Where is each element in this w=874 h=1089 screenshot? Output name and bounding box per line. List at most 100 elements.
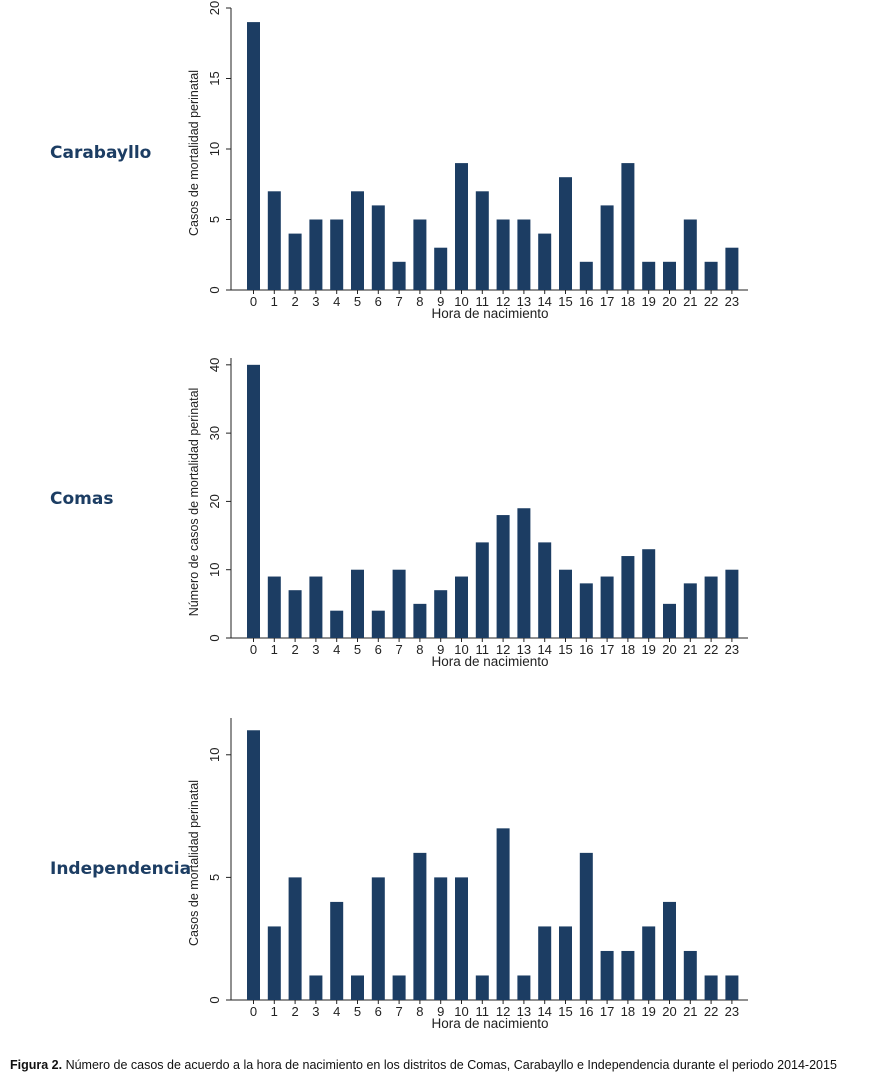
bar xyxy=(288,233,302,290)
panel-label-independencia: Independencia xyxy=(50,859,192,879)
x-tick-label: 21 xyxy=(683,1004,697,1019)
y-tick-label: 0 xyxy=(207,996,222,1003)
x-tick-label: 6 xyxy=(375,642,382,657)
x-tick-label: 20 xyxy=(662,642,676,657)
bar xyxy=(288,590,302,638)
x-tick-label: 15 xyxy=(558,642,572,657)
x-tick-label: 19 xyxy=(641,294,655,309)
bar xyxy=(413,219,427,290)
bar xyxy=(538,233,552,290)
x-tick-label: 2 xyxy=(291,1004,298,1019)
y-tick-label: 5 xyxy=(207,216,222,223)
bar xyxy=(704,576,718,638)
x-tick-label: 20 xyxy=(662,1004,676,1019)
x-tick-label: 15 xyxy=(558,294,572,309)
x-tick-label: 16 xyxy=(579,294,593,309)
x-tick-label: 0 xyxy=(250,642,257,657)
bar xyxy=(475,975,489,1000)
y-axis-label: Número de casos de mortalidad perinatal xyxy=(187,388,201,617)
x-tick-label: 7 xyxy=(395,1004,402,1019)
x-tick-label: 8 xyxy=(416,642,423,657)
bar xyxy=(663,261,676,290)
x-tick-label: 0 xyxy=(250,1004,257,1019)
bar xyxy=(517,975,531,1000)
bar xyxy=(517,508,531,638)
x-tick-label: 1 xyxy=(271,642,278,657)
bar xyxy=(455,163,468,290)
x-tick-label: 5 xyxy=(354,294,361,309)
x-tick-label: 6 xyxy=(375,294,382,309)
bar xyxy=(309,975,323,1000)
y-tick-label: 15 xyxy=(207,71,222,85)
x-tick-label: 3 xyxy=(312,1004,319,1019)
bar xyxy=(642,926,656,1000)
bar xyxy=(600,205,614,290)
y-tick-label: 5 xyxy=(207,874,222,881)
x-tick-label: 23 xyxy=(725,642,739,657)
bar xyxy=(351,569,364,638)
bar xyxy=(559,926,572,1000)
x-tick-label: 13 xyxy=(517,294,531,309)
y-tick-label: 0 xyxy=(207,634,222,641)
bar xyxy=(455,576,468,638)
x-tick-label: 4 xyxy=(333,642,340,657)
bar xyxy=(247,730,260,1000)
bar xyxy=(683,583,697,638)
x-tick-label: 9 xyxy=(437,642,444,657)
x-tick-label: 17 xyxy=(600,1004,614,1019)
bar xyxy=(247,364,260,638)
bar xyxy=(455,877,468,1000)
x-tick-label: 18 xyxy=(621,1004,635,1019)
y-tick-label: 20 xyxy=(207,1,222,15)
x-tick-label: 3 xyxy=(312,642,319,657)
x-tick-label: 14 xyxy=(537,642,551,657)
x-tick-label: 6 xyxy=(375,1004,382,1019)
x-tick-label: 8 xyxy=(416,1004,423,1019)
bar xyxy=(434,247,448,290)
x-tick-label: 11 xyxy=(476,642,490,657)
x-tick-label: 18 xyxy=(621,294,635,309)
y-tick-label: 10 xyxy=(207,748,222,762)
bar xyxy=(642,261,656,290)
x-axis-label: Hora de nacimiento xyxy=(431,306,548,321)
bar xyxy=(351,975,364,1000)
bar xyxy=(600,950,614,1000)
x-tick-label: 11 xyxy=(476,294,490,309)
bar xyxy=(247,22,260,290)
bar xyxy=(496,219,510,290)
bar xyxy=(621,556,635,638)
bar xyxy=(392,261,406,290)
x-tick-label: 23 xyxy=(725,294,739,309)
x-tick-label: 1 xyxy=(271,1004,278,1019)
bar xyxy=(309,219,323,290)
x-tick-label: 16 xyxy=(579,1004,593,1019)
bar xyxy=(579,852,593,1000)
bar xyxy=(704,261,718,290)
bar xyxy=(683,219,697,290)
x-tick-label: 7 xyxy=(395,294,402,309)
x-tick-label: 17 xyxy=(600,642,614,657)
bar xyxy=(267,191,281,290)
bar xyxy=(434,590,448,638)
bar xyxy=(351,191,364,290)
x-tick-label: 0 xyxy=(250,294,257,309)
x-tick-label: 19 xyxy=(641,1004,655,1019)
bar xyxy=(371,610,385,638)
x-tick-label: 1 xyxy=(271,294,278,309)
x-tick-label: 16 xyxy=(579,642,593,657)
x-tick-label: 13 xyxy=(517,1004,531,1019)
x-axis-label: Hora de nacimiento xyxy=(431,654,548,669)
y-tick-label: 20 xyxy=(207,494,222,508)
x-tick-label: 17 xyxy=(600,294,614,309)
x-tick-label: 10 xyxy=(454,294,468,309)
x-tick-label: 10 xyxy=(454,642,468,657)
bar xyxy=(330,219,344,290)
x-tick-label: 9 xyxy=(437,1004,444,1019)
x-tick-label: 9 xyxy=(437,294,444,309)
x-tick-label: 18 xyxy=(621,642,635,657)
bar xyxy=(559,569,572,638)
x-axis-label: Hora de nacimiento xyxy=(431,1016,548,1031)
bar xyxy=(434,877,448,1000)
x-tick-label: 22 xyxy=(704,294,718,309)
